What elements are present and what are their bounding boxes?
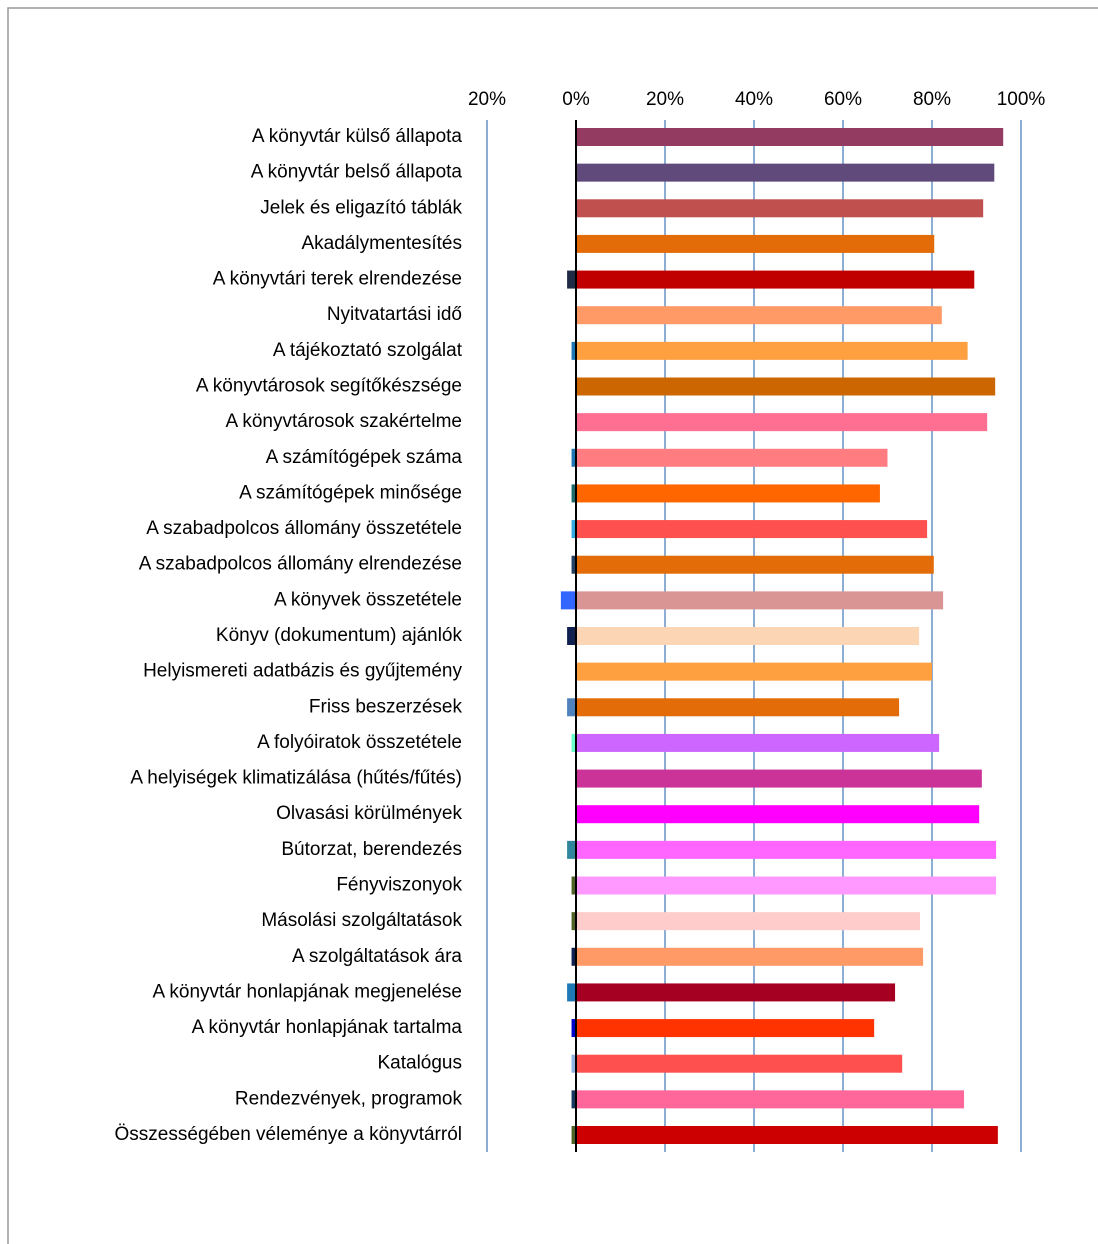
category-label: A könyvtár belső állapota bbox=[251, 162, 463, 183]
category-label: Fényviszonyok bbox=[336, 875, 462, 896]
bar bbox=[576, 662, 932, 681]
bar bbox=[576, 270, 975, 289]
category-label: A könyvtárosok segítőkészsége bbox=[196, 376, 462, 397]
bar bbox=[571, 555, 576, 574]
bar bbox=[571, 448, 576, 467]
category-label: A tájékoztató szolgálat bbox=[273, 340, 463, 361]
category-label: A könyvtár külső állapota bbox=[252, 126, 463, 147]
bar bbox=[560, 591, 576, 610]
bar bbox=[576, 484, 880, 503]
bar bbox=[571, 947, 576, 966]
bar bbox=[567, 270, 576, 289]
bar bbox=[567, 983, 576, 1002]
bar bbox=[576, 805, 980, 824]
x-tick-label: 60% bbox=[824, 89, 862, 110]
bar bbox=[576, 128, 1004, 146]
bar bbox=[576, 555, 934, 574]
category-label: A szabadpolcos állomány elrendezése bbox=[139, 554, 462, 575]
bar bbox=[567, 840, 576, 859]
bar bbox=[576, 591, 944, 610]
bar bbox=[576, 733, 940, 752]
bar bbox=[576, 199, 984, 218]
x-tick-label: 20% bbox=[468, 89, 506, 110]
category-label: A könyvek összetétele bbox=[274, 589, 462, 610]
category-label: Friss beszerzések bbox=[309, 696, 463, 717]
category-label: Rendezvények, programok bbox=[235, 1088, 463, 1109]
category-label: Könyv (dokumentum) ajánlók bbox=[216, 625, 463, 646]
category-label: A könyvtár honlapjának tartalma bbox=[192, 1017, 463, 1038]
bar bbox=[576, 306, 942, 325]
x-tick-label: 40% bbox=[735, 89, 773, 110]
frame bbox=[7, 7, 1098, 1244]
category-label: Másolási szolgáltatások bbox=[261, 910, 462, 931]
category-label: Akadálymentesítés bbox=[301, 233, 462, 254]
category-label: Helyismereti adatbázis és gyűjtemény bbox=[143, 661, 462, 682]
category-label: A szolgáltatások ára bbox=[292, 946, 462, 967]
category-label: A könyvtár honlapjának megjenelése bbox=[153, 981, 462, 1002]
category-label: A folyóiratok összetétele bbox=[257, 732, 462, 753]
category-label: Összességében véleménye a könyvtárról bbox=[115, 1124, 462, 1145]
bar bbox=[571, 1019, 576, 1038]
bar bbox=[576, 912, 920, 931]
bar bbox=[576, 769, 982, 788]
x-tick-label: 0% bbox=[562, 89, 590, 110]
bar bbox=[576, 1090, 965, 1109]
category-label: A számítógépek minősége bbox=[239, 482, 462, 503]
bar bbox=[576, 1019, 875, 1038]
bar bbox=[576, 163, 995, 182]
category-label: A számítógépek száma bbox=[266, 447, 463, 468]
bar bbox=[576, 448, 888, 467]
category-label: Nyitvatartási idő bbox=[327, 304, 462, 325]
bar bbox=[576, 1126, 998, 1144]
category-label: Katalógus bbox=[377, 1053, 462, 1074]
bar bbox=[576, 341, 968, 360]
bar bbox=[571, 341, 576, 360]
bar bbox=[576, 698, 900, 717]
category-label: Jelek és eligazító táblák bbox=[260, 197, 462, 218]
bar bbox=[571, 876, 576, 895]
category-label: A könyvtári terek elrendezése bbox=[213, 269, 462, 290]
bar bbox=[576, 1054, 903, 1073]
bar bbox=[571, 1126, 576, 1144]
category-label: A könyvtárosok szakértelme bbox=[225, 411, 462, 432]
x-tick-label: 20% bbox=[646, 89, 684, 110]
category-label: A helyiségek klimatizálása (hűtés/fűtés) bbox=[130, 768, 462, 789]
bar bbox=[576, 947, 924, 966]
bar bbox=[567, 627, 576, 645]
category-label: A szabadpolcos állomány összetétele bbox=[146, 518, 462, 539]
x-tick-label: 100% bbox=[997, 89, 1046, 110]
bar bbox=[571, 484, 576, 503]
bar bbox=[576, 840, 997, 859]
bar bbox=[576, 627, 920, 645]
bar bbox=[571, 912, 576, 931]
bar bbox=[576, 234, 935, 253]
bar bbox=[571, 1054, 576, 1073]
bar bbox=[576, 377, 996, 396]
bar bbox=[571, 733, 576, 752]
category-label: Olvasási körülmények bbox=[276, 803, 462, 824]
category-label: Bútorzat, berendezés bbox=[281, 839, 462, 860]
bar bbox=[571, 1090, 576, 1109]
bar bbox=[576, 413, 988, 432]
bar bbox=[576, 520, 928, 539]
x-tick-label: 80% bbox=[913, 89, 951, 110]
bar bbox=[571, 520, 576, 539]
bar bbox=[576, 876, 997, 895]
bar bbox=[567, 698, 576, 717]
bar bbox=[576, 983, 896, 1002]
